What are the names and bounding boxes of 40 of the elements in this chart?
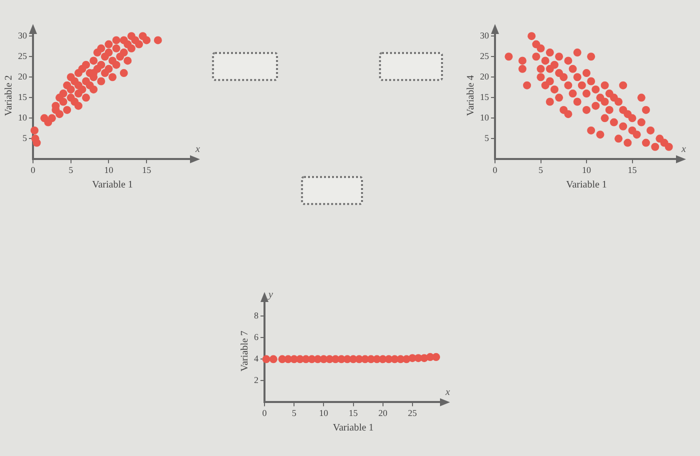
y-tick-label: 2	[254, 375, 258, 386]
y-tick-label: 20	[18, 71, 28, 82]
x-tick-label: 15	[348, 408, 358, 418]
x-tick-label: 25	[408, 408, 418, 418]
y-tick-label: 5	[22, 133, 28, 144]
x-axis-title: Variable 1	[332, 422, 374, 434]
text: x	[444, 386, 451, 398]
x-tick-label: 20	[378, 408, 388, 418]
y-tick-label: 30	[18, 30, 28, 40]
x-tick-label: 0	[30, 164, 36, 175]
y-tick-label: 6	[254, 332, 259, 342]
y-tick-label: 20	[480, 71, 490, 82]
x-tick-label: 5	[538, 164, 544, 175]
x-tick-label: 5	[68, 164, 74, 175]
y-tick-label: 10	[480, 112, 490, 123]
x-axis-title: Variable 1	[92, 180, 133, 191]
y-tick-label: 25	[480, 50, 490, 61]
y-tick-label: 5	[484, 133, 490, 144]
x-tick-label: 0	[262, 408, 268, 418]
y-tick-label: 30	[480, 30, 490, 40]
text: x	[194, 144, 201, 155]
y-tick-label: 15	[18, 92, 28, 102]
x-tick-label: 5	[292, 408, 297, 418]
x-axis-title: Variable 1	[566, 180, 607, 191]
y-tick-label: 4	[254, 354, 259, 364]
x-tick-label: 10	[319, 408, 329, 418]
x-tick-label: 15	[142, 164, 152, 175]
y-axis-title: Variable 7	[240, 330, 251, 372]
y-axis-title: Variable 2	[4, 75, 15, 116]
x-tick-label: 0	[492, 164, 498, 175]
text: x	[680, 144, 687, 155]
x-tick-label: 15	[628, 164, 638, 175]
x-tick-label: 10	[104, 164, 114, 175]
y-tick-label: 8	[254, 310, 259, 320]
y-axis-title: Variable 4	[466, 75, 477, 116]
x-tick-label: 10	[582, 164, 592, 175]
annotation: y	[268, 290, 274, 301]
y-tick-label: 25	[18, 50, 28, 61]
y-tick-label: 15	[480, 92, 490, 102]
y-tick-label: 10	[18, 112, 28, 123]
